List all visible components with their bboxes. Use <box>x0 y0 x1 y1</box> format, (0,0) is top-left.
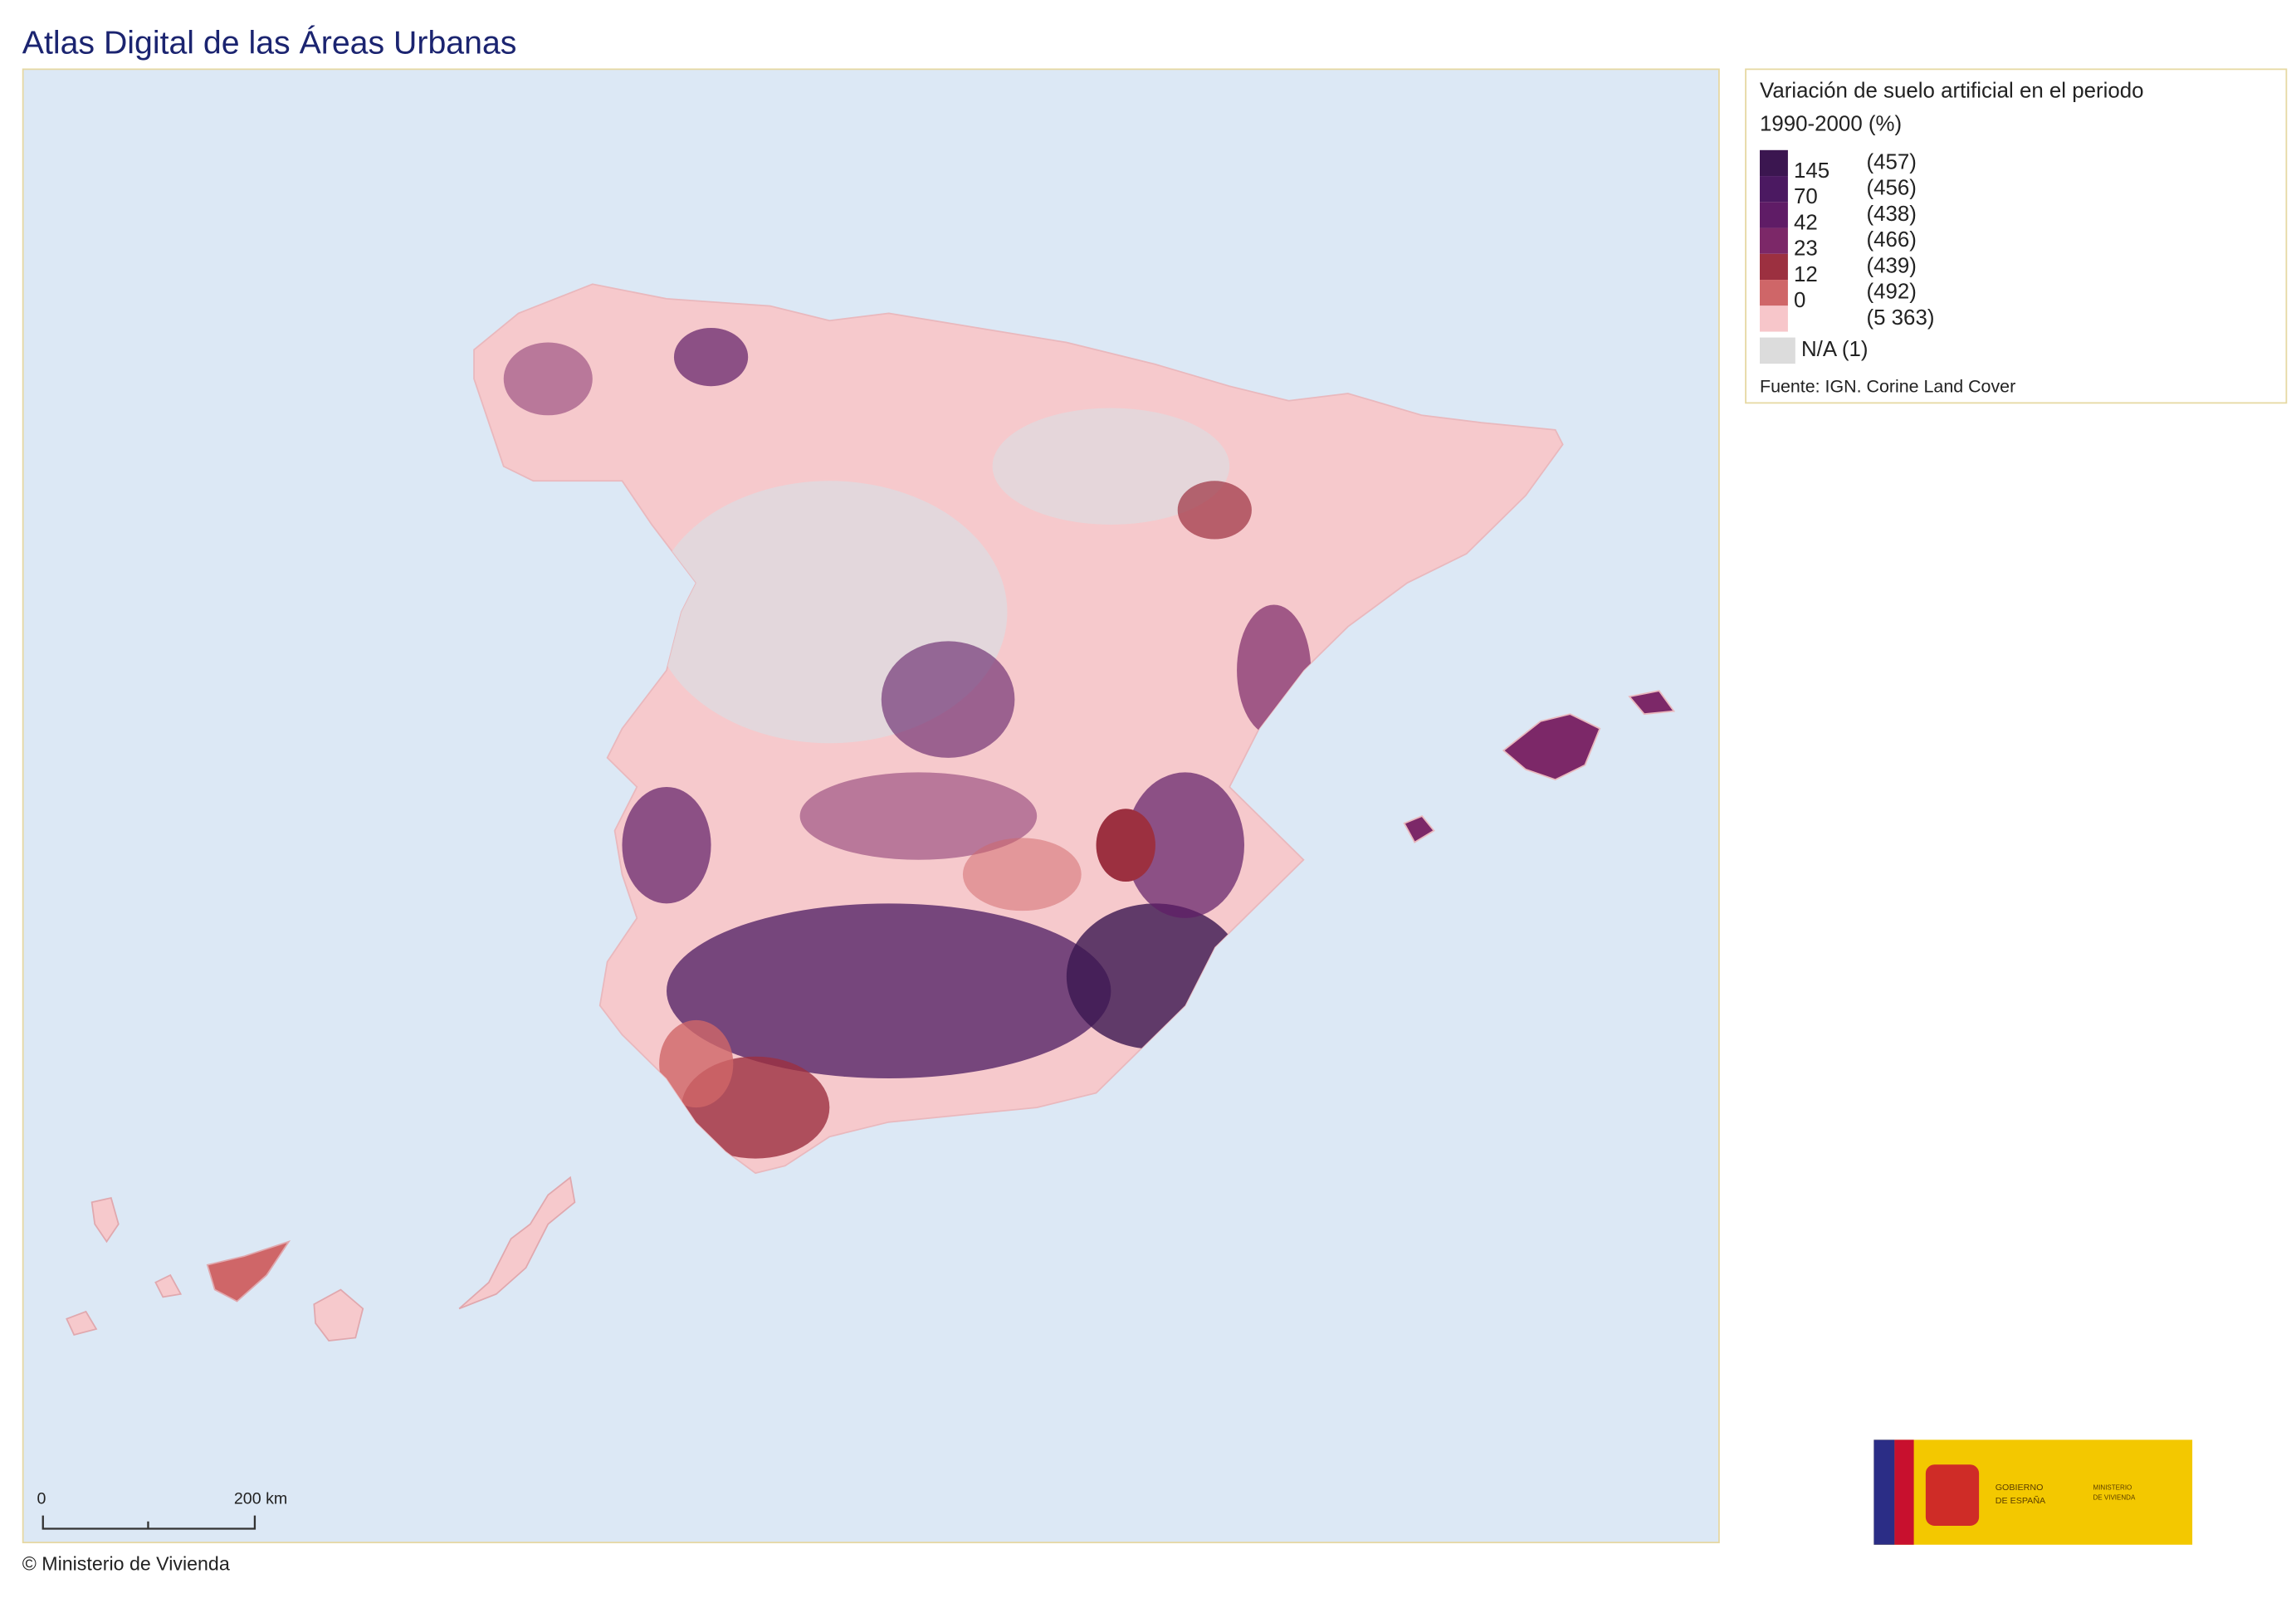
legend-box <box>1745 68 2288 404</box>
legend-swatch <box>1760 253 1788 281</box>
government-logo: GOBIERNO DE ESPAÑA MINISTERIO DE VIVIEND… <box>1873 1439 2193 1545</box>
logo-text: MINISTERIO <box>2093 1483 2132 1491</box>
legend-na: N/A (1) <box>1801 338 1868 361</box>
logo-text: DE ESPAÑA <box>1996 1495 2046 1506</box>
logo-shield <box>1925 1464 1980 1526</box>
legend-count: (457) <box>1866 151 1916 174</box>
legend-break: 12 <box>1794 263 1818 286</box>
legend-swatch <box>1760 280 1788 306</box>
legend-count: (5 363) <box>1866 306 1934 330</box>
canary-islands <box>66 1175 576 1342</box>
municipality-fills <box>503 327 1312 1159</box>
legend-swatch <box>1760 149 1788 177</box>
scale-end: 200 km <box>234 1490 287 1508</box>
legend-break: 0 <box>1794 289 1805 312</box>
scale-bar: 0 200 km <box>37 1490 287 1530</box>
logo-text: DE VIVIENDA <box>2093 1494 2136 1502</box>
copyright: © Ministerio de Vivienda <box>22 1553 230 1575</box>
map <box>66 283 1676 1342</box>
legend-count: (466) <box>1866 228 1916 252</box>
legend: Variación de suelo artificial en el peri… <box>1760 80 2144 397</box>
legend-break: 145 <box>1794 159 1829 183</box>
legend-swatch <box>1760 337 1795 364</box>
legend-swatch <box>1760 176 1788 203</box>
legend-swatch <box>1760 305 1788 332</box>
scale-start: 0 <box>37 1490 46 1508</box>
legend-count: (438) <box>1866 203 1916 226</box>
legend-source: Fuente: IGN. Corine Land Cover <box>1760 377 2015 397</box>
legend-break: 23 <box>1794 237 1818 261</box>
legend-count: (456) <box>1866 177 1916 200</box>
balearic-islands <box>1403 690 1676 843</box>
page-title: Atlas Digital de las Áreas Urbanas <box>22 26 517 61</box>
legend-break: 70 <box>1794 185 1818 208</box>
logo-text: GOBIERNO <box>1996 1483 2044 1493</box>
logo-stripe <box>1894 1439 1914 1545</box>
legend-count: (492) <box>1866 281 1916 304</box>
legend-swatch <box>1760 202 1788 228</box>
legend-count: (439) <box>1866 255 1916 278</box>
legend-title: 1990-2000 (%) <box>1760 113 1902 136</box>
legend-swatch <box>1760 227 1788 254</box>
logo-stripe <box>1873 1439 1895 1545</box>
legend-title: Variación de suelo artificial en el peri… <box>1760 80 2144 103</box>
legend-break: 42 <box>1794 212 1818 235</box>
scale-line <box>42 1515 256 1530</box>
